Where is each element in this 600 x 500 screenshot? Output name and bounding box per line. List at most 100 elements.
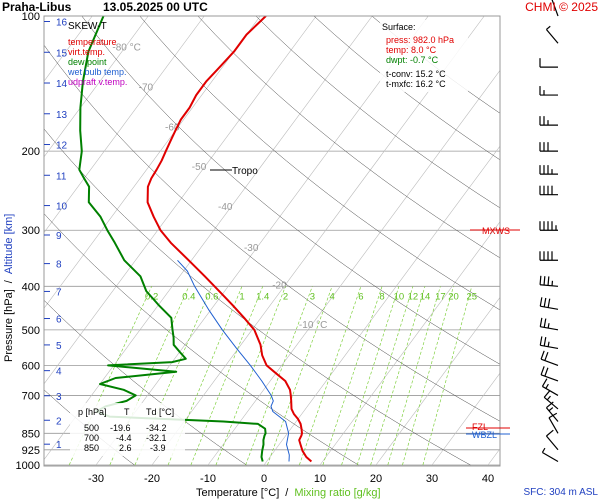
temperature-tick-label: 40 xyxy=(482,473,494,485)
mixing-ratio-line xyxy=(215,286,286,466)
wind-barb-flag xyxy=(543,337,547,347)
level-table-bg xyxy=(70,403,185,456)
isotherm-label: -10 °C xyxy=(299,320,327,331)
wind-barb-staff xyxy=(540,374,559,382)
mixing-ratio-label: 14 xyxy=(420,291,431,302)
isotherm-line xyxy=(44,16,373,461)
mixing-ratio-label: 0.4 xyxy=(182,291,195,302)
mixing-ratio-label: 10 xyxy=(394,291,405,302)
pressure-tick-label: 100 xyxy=(22,11,40,23)
pressure-tick-label: 925 xyxy=(22,445,40,457)
isotherm-label: -40 xyxy=(218,202,233,213)
legend-temperature: temperature xyxy=(68,37,117,47)
wind-barb xyxy=(545,429,559,451)
wind-barb-half-flag xyxy=(547,341,550,347)
wind-barb-flag xyxy=(540,350,545,360)
wind-barb-flag xyxy=(547,298,551,308)
wind-barb xyxy=(539,58,558,68)
wind-barb-staff xyxy=(545,407,559,422)
isotherm-line xyxy=(44,16,261,309)
wind-barbs xyxy=(539,0,559,462)
wind-barb-flag xyxy=(547,276,550,286)
mixing-ratio-line xyxy=(322,286,383,466)
isotherm-line xyxy=(44,16,205,234)
isotherm-label: -70 xyxy=(139,82,154,93)
altitude-tick-label: 14 xyxy=(56,79,68,90)
wind-barb xyxy=(541,447,559,462)
altitude-tick-label: 15 xyxy=(56,48,68,59)
series-line-temperature xyxy=(146,16,313,463)
dry-adiabat-line xyxy=(255,16,500,209)
sounding-datetime: 13.05.2025 00 UTC xyxy=(103,0,208,14)
mxws-label: MXWS xyxy=(482,226,510,236)
level-table-cell: 850 xyxy=(84,443,99,453)
y-axis-title: Pressure [hPa] / Altitude [km] xyxy=(3,214,15,362)
temperature-tick-label: -30 xyxy=(88,473,104,485)
wind-barb-half-flag xyxy=(545,383,549,389)
mixing-ratio-label: 4 xyxy=(329,291,334,302)
wind-barb-half-flag xyxy=(548,407,554,412)
wind-barb-staff xyxy=(540,358,559,366)
isotherm-label: -30 xyxy=(244,243,259,254)
isotherm-line xyxy=(95,16,429,466)
wind-barb xyxy=(539,116,558,126)
y-axis-title-altitude: Altitude [km] xyxy=(3,214,15,275)
isotherm-label: -60 xyxy=(165,122,180,133)
mixing-ratio-label: 20 xyxy=(448,291,459,302)
altitude-tick-label: 2 xyxy=(56,416,62,427)
mixing-ratio-label: 12 xyxy=(408,291,419,302)
dry-adiabat-line xyxy=(139,16,500,311)
wind-barb-flag xyxy=(543,276,546,286)
legend-updraft: udpraft v.temp. xyxy=(68,77,127,87)
x-axis-title-temp: Temperature [°C] xyxy=(196,487,279,499)
surface-info-bg xyxy=(380,20,468,92)
wind-barb-staff xyxy=(540,284,559,287)
isotherm-label: -20 xyxy=(272,280,287,291)
wind-barb xyxy=(539,185,558,196)
x-axis-title: Temperature [°C] / Mixing ratio [g/kg] xyxy=(196,487,381,499)
wind-barb xyxy=(539,275,559,287)
mixing-ratio-label: 25 xyxy=(466,291,477,302)
mixing-ratio-line xyxy=(267,286,333,466)
wind-barb xyxy=(539,165,558,175)
mixing-ratio-label: 1 xyxy=(239,291,244,302)
mixing-ratio-line xyxy=(356,286,414,466)
pressure-tick-label: 1000 xyxy=(16,460,40,472)
mixing-ratio-label: 2 xyxy=(283,291,288,302)
wind-barb xyxy=(545,401,559,422)
isotherm-label: -50 xyxy=(192,162,207,173)
legend-wet-bulb: wet bulb temp. xyxy=(67,67,127,77)
temperature-tick-label: 30 xyxy=(426,473,438,485)
wind-barb xyxy=(539,142,558,152)
surface-title: Surface: xyxy=(382,22,416,32)
level-table-cell: -3.9 xyxy=(150,443,166,453)
legend-title: SKEW-T xyxy=(68,21,107,32)
wind-barb xyxy=(543,390,559,410)
x-axis-title-mixing: Mixing ratio [g/kg] xyxy=(294,487,380,499)
wind-barb xyxy=(539,317,559,331)
wind-barb-half-flag xyxy=(546,25,551,30)
legend: SKEW-T temperature virt.temp. dew point … xyxy=(67,21,127,87)
altitude-tick-label: 12 xyxy=(56,141,68,152)
wind-barb-staff xyxy=(543,396,559,410)
mixing-ratio-line xyxy=(190,286,264,466)
altitude-tick-label: 5 xyxy=(56,341,62,352)
level-table-cell: 2.6 xyxy=(119,443,132,453)
mixing-ratio-line xyxy=(299,286,362,466)
wind-barb-staff xyxy=(545,29,559,44)
temperature-tick-label: -20 xyxy=(144,473,160,485)
mixing-ratio-label: 17 xyxy=(435,291,446,302)
wbzl-label: WBZL xyxy=(472,430,497,440)
pressure-tick-label: 300 xyxy=(22,225,40,237)
x-axis-sep: / xyxy=(285,487,289,499)
dry-adiabat-line xyxy=(44,213,359,466)
pressure-tick-label: 200 xyxy=(22,146,40,158)
wind-barb-flag xyxy=(543,390,551,398)
series-line-wet-bulb-temp xyxy=(177,259,290,462)
surface-tmxfc: t-mxfc: 16.2 °C xyxy=(386,79,446,89)
dry-adiabat-line xyxy=(44,299,247,466)
pressure-tick-label: 400 xyxy=(22,281,40,293)
surface-tconv: t-conv: 15.2 °C xyxy=(386,69,446,79)
mixing-ratio-label: 8 xyxy=(379,291,384,302)
